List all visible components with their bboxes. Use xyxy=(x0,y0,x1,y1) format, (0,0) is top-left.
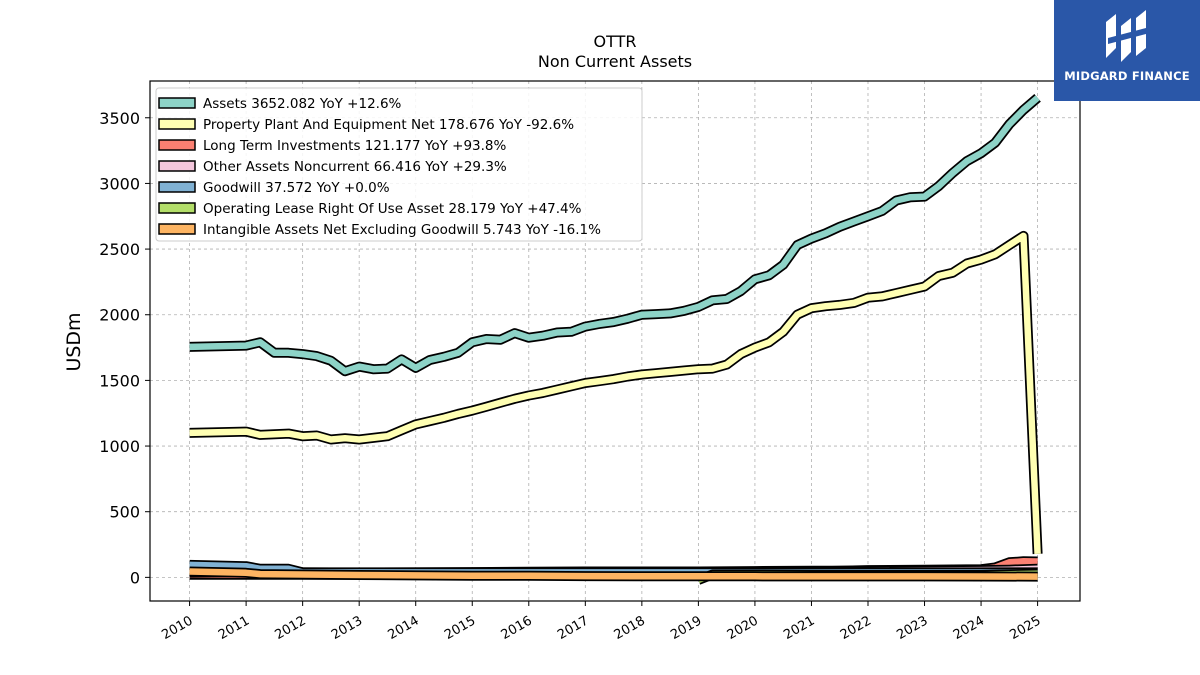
chart-subtitle: Non Current Assets xyxy=(538,52,692,71)
x-axis-ticks: 2010 2011 2012 2013 2014 2015 2016 2017 2018 2019… xyxy=(159,601,1044,643)
legend-swatch-6 xyxy=(158,223,196,235)
y-tick-label: 1500 xyxy=(99,371,140,390)
x-tick-label: 2022 xyxy=(838,613,874,643)
legend: Assets 3652.082 YoY +12.6% Property Plant… xyxy=(155,87,643,242)
x-tick-label: 2025 xyxy=(1007,613,1043,643)
series-line-6 xyxy=(189,568,1038,580)
y-tick-label: 500 xyxy=(109,503,140,522)
x-tick-label: 2017 xyxy=(555,613,591,643)
y-tick-label: 1000 xyxy=(99,437,140,456)
legend-swatch-3 xyxy=(158,160,196,172)
x-tick-label: 2011 xyxy=(216,613,252,643)
legend-label-0: Assets 3652.082 YoY +12.6% xyxy=(203,96,402,112)
y-tick-label: 3000 xyxy=(99,174,140,193)
x-tick-label: 2019 xyxy=(668,613,704,643)
legend-swatch-5 xyxy=(158,202,196,214)
y-tick-label: 0 xyxy=(130,568,140,587)
legend-frame xyxy=(155,87,643,242)
series-outline-1 xyxy=(189,230,1043,555)
legend-label-1: Property Plant And Equipment Net 178.676… xyxy=(203,117,574,133)
chart-title: OTTR xyxy=(594,32,637,51)
legend-swatch-2 xyxy=(158,139,196,151)
y-tick-label: 2000 xyxy=(99,306,140,325)
midgard-finance-logo: MIDGARD FINANCE xyxy=(1054,0,1200,101)
x-tick-label: 2023 xyxy=(894,613,930,643)
plot-frame xyxy=(149,80,1081,602)
legend-label-2: Long Term Investments 121.177 YoY +93.8% xyxy=(203,138,507,154)
y-tick-label: 3500 xyxy=(99,109,140,128)
x-tick-label: 2015 xyxy=(442,613,478,643)
y-tick-label: 2500 xyxy=(99,240,140,259)
legend-label-6: Intangible Assets Net Excluding Goodwill… xyxy=(203,222,601,238)
series-layer xyxy=(189,94,1043,585)
x-tick-label: 2010 xyxy=(159,613,195,643)
x-tick-label: 2013 xyxy=(329,613,365,643)
x-tick-label: 2024 xyxy=(951,613,987,643)
x-tick-label: 2016 xyxy=(499,613,535,643)
x-tick-label: 2014 xyxy=(386,613,422,643)
x-tick-label: 2018 xyxy=(612,613,648,643)
y-axis-label: USDm xyxy=(63,312,85,371)
legend-swatch-0 xyxy=(158,97,196,109)
midgard-logo-icon xyxy=(1106,10,1146,62)
legend-swatch-1 xyxy=(158,118,196,130)
series-line-1 xyxy=(189,232,1041,555)
legend-label-4: Goodwill 37.572 YoY +0.0% xyxy=(203,180,390,196)
x-tick-label: 2012 xyxy=(272,613,308,643)
x-tick-label: 2020 xyxy=(725,613,761,643)
x-tick-label: 2021 xyxy=(781,613,817,643)
legend-label-5: Operating Lease Right Of Use Asset 28.17… xyxy=(203,201,582,217)
legend-swatch-4 xyxy=(158,181,196,193)
series-line-0 xyxy=(189,95,1040,375)
logo-text: MIDGARD FINANCE xyxy=(1064,69,1190,83)
legend-label-3: Other Assets Noncurrent 66.416 YoY +29.3… xyxy=(203,159,507,175)
y-axis-ticks: 0 500 1000 1500 2000 2500 3000 3500 xyxy=(99,109,150,587)
